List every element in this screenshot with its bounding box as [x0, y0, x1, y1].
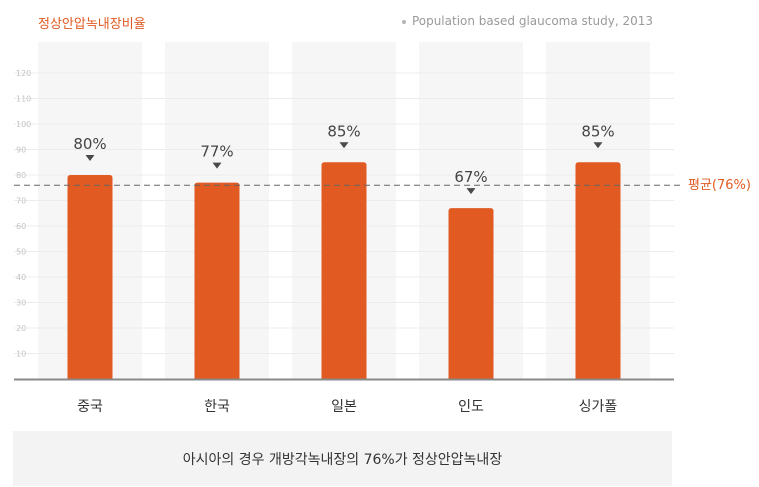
bullet-dot-icon — [401, 19, 406, 24]
y-tick-label: 90 — [16, 146, 26, 155]
chart-title: 정상안압녹내장비율 — [38, 17, 146, 32]
y-tick-label: 120 — [16, 69, 31, 78]
bar — [448, 208, 494, 379]
average-label: 평균(76%) — [688, 178, 751, 193]
y-tick-label: 20 — [16, 324, 26, 333]
caption-text: 아시아의 경우 개방각녹내장의 76%가 정상안압녹내장 — [182, 451, 503, 468]
x-category-label: 한국 — [204, 399, 230, 415]
value-marker-icon — [85, 155, 95, 161]
source-text: Population based glaucoma study, 2013 — [411, 14, 653, 28]
x-category-label: 싱가폴 — [579, 399, 618, 415]
bar — [321, 162, 367, 379]
bar-value-label: 77% — [200, 143, 233, 161]
caption-box: 아시아의 경우 개방각녹내장의 76%가 정상안압녹내장 — [13, 431, 672, 486]
y-tick-label: 60 — [16, 222, 26, 231]
bar — [194, 182, 240, 379]
x-category-label: 일본 — [331, 399, 357, 415]
bar-value-label: 80% — [73, 135, 106, 153]
y-tick-label: 10 — [16, 350, 26, 359]
y-tick-label: 30 — [16, 299, 26, 308]
source-note: Population based glaucoma study, 2013 — [401, 14, 653, 28]
bar — [67, 175, 113, 379]
y-tick-label: 70 — [16, 197, 26, 206]
y-tick-label: 110 — [16, 95, 31, 104]
bar-value-label: 85% — [581, 122, 614, 140]
bar-chart: 10 20 30 40 50 60 70 80 90 100 110 120 80% 중국 77% 한국 85%… — [14, 69, 751, 415]
y-tick-label: 80 — [16, 171, 26, 180]
y-tick-label: 50 — [16, 248, 26, 257]
y-tick-label: 40 — [16, 273, 26, 282]
y-tick-label: 100 — [16, 120, 31, 129]
x-category-label: 중국 — [77, 399, 103, 415]
bar-value-label: 85% — [327, 122, 360, 140]
bar-value-label: 67% — [454, 168, 487, 186]
value-marker-icon — [593, 142, 603, 149]
value-marker-icon — [212, 162, 222, 169]
bar — [575, 162, 621, 379]
value-marker-icon — [339, 142, 349, 149]
value-marker-icon — [466, 188, 476, 195]
x-category-label: 인도 — [458, 399, 484, 415]
